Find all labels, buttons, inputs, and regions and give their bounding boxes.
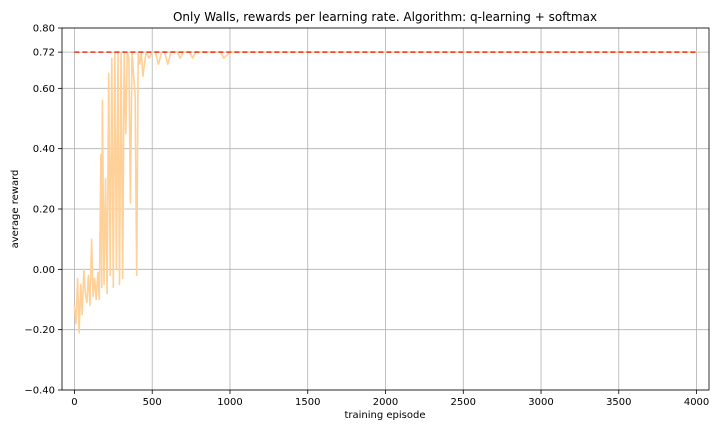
x-tick-label: 4000 xyxy=(684,397,709,408)
y-tick-label: 0.80 xyxy=(33,24,55,35)
y-tick-label: −0.20 xyxy=(24,325,55,336)
y-tick-label: 0.40 xyxy=(33,144,55,155)
y-tick-label: 0.20 xyxy=(33,205,55,216)
y-tick-label: 0.00 xyxy=(33,265,55,276)
x-tick-label: 1500 xyxy=(295,397,320,408)
x-tick-label: 3500 xyxy=(606,397,631,408)
x-tick-label: 3000 xyxy=(528,397,553,408)
y-axis: −0.40 −0.20 0.00 0.20 0.40 0.60 0.72 0.80 xyxy=(24,24,62,397)
x-tick-label: 2500 xyxy=(451,397,476,408)
series-layer xyxy=(73,51,697,334)
chart-title: Only Walls, rewards per learning rate. A… xyxy=(173,10,597,24)
x-tick-label: 500 xyxy=(143,397,162,408)
x-tick-label: 1000 xyxy=(217,397,242,408)
x-axis-label: training episode xyxy=(344,410,425,421)
y-tick-label: 0.60 xyxy=(33,84,55,95)
y-axis-label: average reward xyxy=(10,170,21,249)
x-tick-label: 0 xyxy=(71,397,77,408)
x-tick-label: 2000 xyxy=(373,397,398,408)
y-tick-label: −0.40 xyxy=(24,386,55,397)
y-tick-label: 0.72 xyxy=(33,48,55,59)
x-axis: 0 500 1000 1500 2000 2500 3000 3500 4000 xyxy=(71,390,709,408)
